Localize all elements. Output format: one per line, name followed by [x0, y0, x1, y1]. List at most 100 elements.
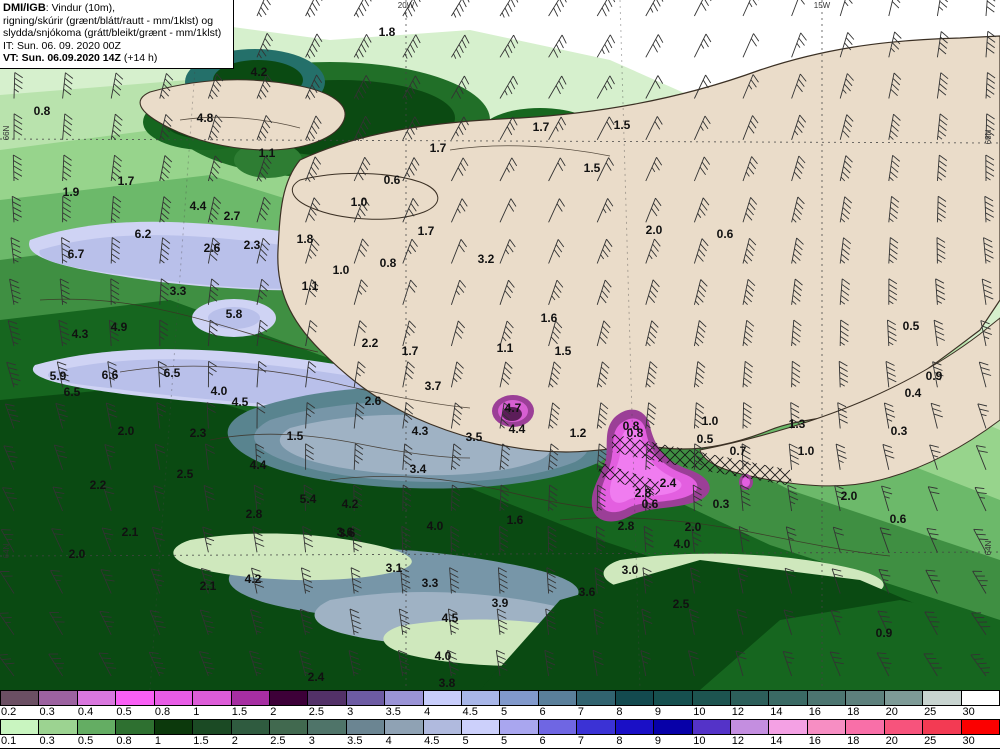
- precip-value-label: 3.8: [439, 676, 456, 690]
- legend-swatch[interactable]: [308, 720, 347, 734]
- legend-swatch[interactable]: [923, 720, 962, 734]
- legend-swatch[interactable]: [846, 691, 885, 705]
- legend-swatch[interactable]: [39, 691, 78, 705]
- wind-barb: [101, 527, 114, 553]
- wind-barb: [12, 154, 23, 182]
- legend-swatch[interactable]: [884, 691, 924, 705]
- wind-barb: [51, 528, 64, 553]
- precip-value-label: 1.8: [379, 25, 396, 39]
- wind-barb: [596, 157, 614, 182]
- legend-swatch[interactable]: [346, 720, 386, 734]
- legend-swatch[interactable]: [807, 720, 847, 734]
- wind-barb: [596, 34, 616, 58]
- legend-swatch[interactable]: [1, 720, 40, 734]
- legend-swatch[interactable]: [269, 691, 309, 705]
- legend-swatch[interactable]: [923, 691, 962, 705]
- legend-swatch[interactable]: [731, 720, 770, 734]
- wind-barb: [499, 239, 516, 264]
- wind-color-bar[interactable]: [0, 719, 1000, 735]
- legend-swatch[interactable]: [154, 691, 194, 705]
- precip-value-label: 1.5: [584, 161, 601, 175]
- wind-barb: [207, 360, 217, 388]
- legend-swatch[interactable]: [769, 691, 808, 705]
- legend-swatch[interactable]: [654, 691, 693, 705]
- legend-swatch[interactable]: [423, 691, 463, 705]
- legend-swatch[interactable]: [731, 691, 770, 705]
- precip-value-label: 3.6: [579, 585, 596, 599]
- precip-value-label: 0.6: [642, 497, 659, 511]
- precip-value-label: 0.8: [623, 419, 640, 433]
- legend-swatch[interactable]: [116, 720, 155, 734]
- sleet-scale-ticks: 0.2 0.3 0.4 0.5 0.8 1 1.5 2 2.5 3 3.5 4 4.5 5 6 7 8 9 10 12…: [0, 706, 1000, 719]
- wind-barb: [546, 567, 557, 594]
- legend-swatch[interactable]: [462, 691, 501, 705]
- legend-swatch[interactable]: [385, 691, 424, 705]
- wind-barb: [107, 361, 118, 388]
- legend-swatch[interactable]: [231, 691, 270, 705]
- wind-barb: [252, 526, 265, 553]
- legend-swatch[interactable]: [884, 720, 924, 734]
- wind-barb: [693, 74, 712, 99]
- wind-barb: [985, 113, 995, 140]
- wind-barb: [99, 610, 115, 635]
- legend-swatch[interactable]: [423, 720, 463, 734]
- wind-barb: [596, 116, 615, 141]
- legend-swatch[interactable]: [154, 720, 194, 734]
- legend-swatch[interactable]: [39, 720, 78, 734]
- forecast-map[interactable]: 1.8 4.2 0.8 4.8 1.1 1.7 1.7 1.5 1.5 1.9 1.7 0.6 1.0 4…: [0, 0, 1000, 690]
- wind-barb: [548, 443, 559, 470]
- wind-barb: [9, 278, 22, 305]
- legend-swatch[interactable]: [462, 720, 501, 734]
- legend-swatch[interactable]: [961, 720, 999, 734]
- wind-barb: [791, 155, 806, 182]
- legend-swatch[interactable]: [654, 720, 693, 734]
- legend-swatch[interactable]: [807, 691, 847, 705]
- precip-value-label: 3.6: [339, 526, 356, 540]
- legend-tick-label: 20: [885, 706, 898, 718]
- legend-swatch[interactable]: [385, 720, 424, 734]
- precip-value-label: 0.8: [34, 104, 51, 118]
- legend-swatch[interactable]: [846, 720, 885, 734]
- legend-swatch[interactable]: [538, 691, 578, 705]
- legend-swatch[interactable]: [1, 691, 40, 705]
- legend-swatch[interactable]: [193, 691, 232, 705]
- legend-swatch[interactable]: [692, 691, 732, 705]
- sleet-color-bar[interactable]: [0, 690, 1000, 706]
- wind-barb: [110, 113, 123, 140]
- wind-barb: [690, 567, 701, 594]
- wind-barb: [742, 74, 759, 99]
- legend-swatch[interactable]: [269, 720, 309, 734]
- legend-swatch[interactable]: [577, 691, 616, 705]
- legend-tick-label: 25: [924, 735, 937, 747]
- wind-barb: [305, 320, 318, 347]
- wind-barb: [450, 525, 460, 553]
- wind-barb: [932, 361, 944, 388]
- wind-barb: [645, 402, 657, 429]
- legend-row-sleet: 0.2 0.3 0.4 0.5 0.8 1 1.5 2 2.5 3 3.5 4 4.5 5 6 7 8 9 10 12…: [0, 690, 1000, 719]
- precip-value-label: 4.4: [190, 199, 207, 213]
- legend-swatch[interactable]: [769, 720, 808, 734]
- wind-barb: [207, 114, 223, 141]
- wind-barb: [450, 198, 468, 223]
- legend-swatch[interactable]: [577, 720, 616, 734]
- legend-swatch[interactable]: [308, 691, 347, 705]
- legend-swatch[interactable]: [615, 720, 655, 734]
- legend-swatch[interactable]: [116, 691, 155, 705]
- legend-swatch[interactable]: [538, 720, 578, 734]
- legend-swatch[interactable]: [500, 691, 539, 705]
- legend-swatch[interactable]: [346, 691, 386, 705]
- legend-tick-label: 16: [808, 706, 821, 718]
- legend-swatch[interactable]: [692, 720, 732, 734]
- legend-swatch[interactable]: [231, 720, 270, 734]
- legend-swatch[interactable]: [77, 691, 117, 705]
- wind-barb: [790, 402, 800, 429]
- wind-barb: [499, 279, 515, 305]
- legend-swatch[interactable]: [961, 691, 999, 705]
- legend-swatch[interactable]: [500, 720, 539, 734]
- legend-swatch[interactable]: [615, 691, 655, 705]
- legend-swatch[interactable]: [77, 720, 117, 734]
- legend-swatch[interactable]: [193, 720, 232, 734]
- wind-barb: [348, 650, 362, 677]
- wind-barb: [499, 525, 509, 553]
- precip-value-label: 4.9: [111, 320, 128, 334]
